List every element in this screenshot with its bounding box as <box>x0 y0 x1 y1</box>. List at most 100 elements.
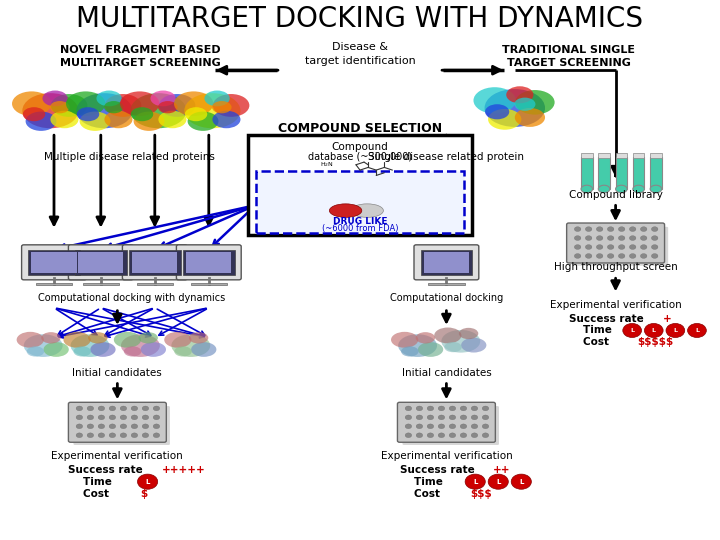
Text: Computational docking with dynamics: Computational docking with dynamics <box>38 293 225 303</box>
FancyBboxPatch shape <box>402 406 499 445</box>
Bar <box>633 157 644 189</box>
Ellipse shape <box>514 98 536 111</box>
Bar <box>32 252 76 273</box>
Text: +++++: +++++ <box>162 465 206 475</box>
Ellipse shape <box>405 415 412 420</box>
Ellipse shape <box>449 415 456 420</box>
Ellipse shape <box>87 406 94 411</box>
Text: (~6000 from FDA): (~6000 from FDA) <box>322 225 398 233</box>
Bar <box>137 283 173 285</box>
Ellipse shape <box>575 227 581 232</box>
Ellipse shape <box>438 424 445 429</box>
Text: Compound library: Compound library <box>569 191 662 200</box>
Ellipse shape <box>640 227 647 232</box>
Ellipse shape <box>171 334 210 357</box>
Ellipse shape <box>50 111 78 128</box>
Bar <box>256 171 464 233</box>
Ellipse shape <box>142 433 149 437</box>
FancyBboxPatch shape <box>68 402 166 442</box>
Text: Initial candidates: Initial candidates <box>402 368 491 377</box>
Ellipse shape <box>153 406 160 411</box>
Ellipse shape <box>120 91 159 116</box>
FancyBboxPatch shape <box>73 406 170 445</box>
Ellipse shape <box>650 185 662 193</box>
Ellipse shape <box>130 93 186 128</box>
Bar <box>75 250 127 275</box>
Bar <box>183 250 235 275</box>
Ellipse shape <box>98 424 104 429</box>
Text: TRADITIONAL SINGLE
TARGET SCREENING: TRADITIONAL SINGLE TARGET SCREENING <box>503 45 635 68</box>
Ellipse shape <box>460 433 467 437</box>
Ellipse shape <box>398 334 437 357</box>
Text: Initial candidates: Initial candidates <box>73 368 162 377</box>
Ellipse shape <box>188 112 218 131</box>
Ellipse shape <box>585 245 592 249</box>
Ellipse shape <box>416 433 423 437</box>
Ellipse shape <box>585 235 592 240</box>
Ellipse shape <box>142 424 149 429</box>
Ellipse shape <box>131 406 138 411</box>
Ellipse shape <box>427 415 433 420</box>
Ellipse shape <box>516 90 554 114</box>
Ellipse shape <box>204 91 230 106</box>
Ellipse shape <box>41 332 60 343</box>
Ellipse shape <box>575 235 581 240</box>
Ellipse shape <box>104 111 132 128</box>
Ellipse shape <box>608 254 614 258</box>
Ellipse shape <box>618 235 625 240</box>
Bar <box>650 157 662 189</box>
Ellipse shape <box>416 415 423 420</box>
Ellipse shape <box>427 433 433 437</box>
Ellipse shape <box>471 433 478 437</box>
Ellipse shape <box>351 204 383 217</box>
Text: MULTITARGET DOCKING WITH DYNAMICS: MULTITARGET DOCKING WITH DYNAMICS <box>76 5 644 33</box>
Ellipse shape <box>213 94 249 117</box>
Text: $$$$$: $$$$$ <box>637 338 673 347</box>
Ellipse shape <box>76 406 83 411</box>
FancyBboxPatch shape <box>572 227 668 266</box>
Ellipse shape <box>427 424 433 429</box>
FancyBboxPatch shape <box>22 245 86 280</box>
Text: L: L <box>473 478 477 485</box>
Ellipse shape <box>460 415 467 420</box>
Text: Time: Time <box>414 477 446 487</box>
Text: Cost: Cost <box>583 338 613 347</box>
FancyBboxPatch shape <box>68 245 133 280</box>
Text: NOVEL FRAGMENT BASED
MULTITARGET SCREENING: NOVEL FRAGMENT BASED MULTITARGET SCREENI… <box>60 45 221 68</box>
FancyBboxPatch shape <box>176 245 241 280</box>
Ellipse shape <box>652 235 658 240</box>
Ellipse shape <box>460 424 467 429</box>
Bar <box>633 153 644 158</box>
Ellipse shape <box>73 346 91 356</box>
Ellipse shape <box>471 424 478 429</box>
Text: $$$: $$$ <box>470 489 492 498</box>
Ellipse shape <box>618 254 625 258</box>
Text: L: L <box>695 328 699 333</box>
Text: Time: Time <box>583 326 616 335</box>
Bar <box>420 250 472 275</box>
Ellipse shape <box>131 415 138 420</box>
Ellipse shape <box>438 406 445 411</box>
Ellipse shape <box>485 89 545 127</box>
Ellipse shape <box>581 185 593 193</box>
Ellipse shape <box>26 112 56 131</box>
Ellipse shape <box>434 327 462 343</box>
Ellipse shape <box>391 332 418 348</box>
Ellipse shape <box>153 415 160 420</box>
Ellipse shape <box>618 245 625 249</box>
Ellipse shape <box>63 332 91 348</box>
Ellipse shape <box>66 91 105 116</box>
Text: L: L <box>145 478 150 485</box>
Ellipse shape <box>104 101 124 113</box>
Ellipse shape <box>405 433 412 437</box>
Bar <box>650 153 662 158</box>
Text: Single disease related protein: Single disease related protein <box>369 152 524 161</box>
Ellipse shape <box>150 91 176 106</box>
Ellipse shape <box>652 245 658 249</box>
Text: L: L <box>630 328 634 333</box>
Ellipse shape <box>688 323 706 338</box>
Text: Time: Time <box>83 477 115 487</box>
Bar <box>191 283 227 285</box>
Bar <box>248 135 472 235</box>
FancyBboxPatch shape <box>122 245 187 280</box>
